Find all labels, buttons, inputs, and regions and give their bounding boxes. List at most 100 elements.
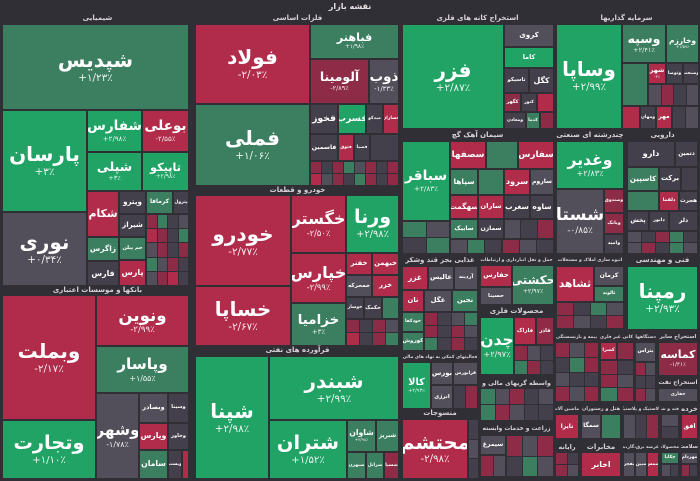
stock-tile[interactable] — [541, 113, 553, 128]
stock-tile-small[interactable] — [469, 439, 478, 459]
stock-tile[interactable]: وامید — [605, 235, 623, 253]
stock-tile-small[interactable] — [686, 107, 698, 128]
stock-tile-small[interactable] — [684, 243, 697, 253]
stock-tile[interactable]: وبملت -۲/۱۷٪ — [3, 296, 95, 419]
stock-tile[interactable]: کالا +۲/۹۳٪ — [403, 363, 430, 408]
stock-tile[interactable]: شستا -۰/۸۵٪ — [557, 190, 603, 253]
stock-tile-small[interactable] — [157, 271, 167, 285]
stock-tile-small[interactable] — [157, 243, 167, 257]
stock-tile-small[interactable] — [617, 374, 633, 388]
stock-tile[interactable]: نجین — [453, 291, 477, 311]
stock-tile[interactable]: ذوب -۱/۳۳٪ — [370, 60, 398, 103]
stock-tile[interactable]: وصندوق — [605, 190, 623, 212]
stock-tile-small[interactable] — [311, 174, 321, 185]
stock-tile[interactable]: وبصادر — [140, 394, 167, 422]
stock-tile[interactable]: شکام — [88, 192, 118, 236]
stock-tile-small[interactable] — [438, 313, 451, 325]
stock-tile-small[interactable] — [617, 388, 633, 401]
stock-tile[interactable]: سمازن — [479, 220, 503, 238]
stock-tile[interactable]: وخاور — [169, 424, 188, 449]
stock-tile-small[interactable] — [347, 320, 359, 332]
stock-tile[interactable]: شسپا — [385, 453, 398, 478]
stock-tile-small[interactable] — [590, 303, 607, 315]
stock-tile-small[interactable] — [347, 333, 359, 345]
stock-tile-small[interactable] — [366, 174, 376, 185]
stock-tile-small[interactable] — [515, 346, 527, 360]
stock-tile[interactable]: ثشاهد — [557, 267, 593, 301]
stock-tile-small[interactable] — [168, 215, 178, 229]
stock-tile-small[interactable] — [556, 453, 567, 464]
stock-tile-small[interactable] — [322, 162, 332, 173]
stock-tile[interactable]: شپنا +۲/۹۸٪ — [196, 357, 268, 478]
stock-tile-small[interactable] — [584, 372, 598, 387]
stock-tile[interactable]: وپترو — [120, 192, 145, 213]
stock-tile[interactable]: کماسه -۱/۳۱٪ — [659, 343, 697, 375]
stock-tile-small[interactable] — [147, 271, 157, 285]
stock-tile[interactable]: برکت — [660, 168, 680, 190]
stock-tile-small[interactable] — [617, 361, 633, 374]
stock-tile-small[interactable] — [635, 415, 647, 438]
stock-tile-small[interactable] — [147, 229, 157, 243]
stock-tile-small[interactable] — [539, 405, 553, 420]
stock-tile-small[interactable] — [656, 243, 669, 253]
stock-tile-small[interactable] — [537, 220, 553, 238]
stock-tile-small[interactable] — [485, 240, 502, 253]
stock-tile-small[interactable] — [426, 238, 449, 253]
stock-tile-small[interactable] — [601, 374, 617, 388]
stock-tile[interactable]: پترول — [174, 192, 188, 213]
stock-tile[interactable]: ونوین -۲/۹۹٪ — [97, 296, 188, 345]
stock-tile-small[interactable] — [557, 316, 573, 328]
stock-tile[interactable]: کسرا — [601, 343, 616, 359]
stock-tile-small[interactable] — [646, 363, 655, 375]
stock-tile-small[interactable] — [438, 338, 451, 350]
stock-tile-small[interactable] — [311, 162, 321, 173]
stock-tile-small[interactable] — [528, 360, 540, 374]
stock-tile-small[interactable] — [168, 243, 178, 257]
stock-tile-small[interactable] — [469, 459, 478, 478]
stock-tile-small[interactable] — [601, 361, 617, 374]
stock-tile-small[interactable] — [178, 271, 188, 285]
stock-tile[interactable]: فباهنر +۱/۹۸٪ — [311, 25, 398, 58]
stock-tile[interactable]: فخوز — [311, 105, 337, 133]
stock-tile-small[interactable] — [178, 243, 188, 257]
stock-tile[interactable]: شمس — [648, 453, 658, 476]
stock-tile[interactable] — [538, 94, 553, 111]
stock-tile-small[interactable] — [386, 333, 398, 345]
stock-tile[interactable]: وپست — [169, 451, 181, 478]
stock-tile-small[interactable] — [636, 389, 645, 401]
stock-tile[interactable]: پارسان +۳٪ — [3, 111, 86, 211]
stock-tile-small[interactable] — [684, 232, 697, 242]
stock-tile-small[interactable] — [469, 420, 478, 439]
stock-tile[interactable]: بوعلی -۲/۵۵٪ — [143, 111, 188, 151]
stock-tile[interactable]: وساپا +۲/۹۹٪ — [557, 25, 621, 128]
stock-tile[interactable]: اخابر — [582, 453, 620, 476]
stock-tile-small[interactable] — [536, 240, 553, 253]
stock-tile[interactable] — [628, 192, 658, 210]
stock-tile[interactable]: فرابورس — [454, 363, 477, 384]
stock-tile-small[interactable] — [333, 162, 343, 173]
stock-tile-small[interactable] — [646, 376, 655, 388]
stock-tile-small[interactable] — [438, 325, 451, 338]
stock-tile-small[interactable] — [481, 456, 493, 476]
stock-tile[interactable]: حسینا — [481, 288, 511, 304]
stock-tile[interactable]: خمحرکه — [347, 276, 371, 296]
stock-tile-small[interactable] — [670, 465, 678, 476]
stock-tile-small[interactable] — [524, 405, 539, 420]
stock-tile-small[interactable] — [670, 232, 683, 242]
stock-tile-small[interactable] — [649, 85, 661, 105]
stock-tile-small[interactable] — [573, 316, 590, 328]
stock-tile-small[interactable] — [386, 320, 398, 332]
stock-tile-small[interactable] — [528, 346, 540, 360]
stock-tile-small[interactable] — [522, 436, 538, 456]
stock-tile[interactable]: آلومینا -۲/۸۹٪ — [311, 60, 368, 103]
stock-tile[interactable]: فاراک — [515, 318, 535, 344]
stock-tile[interactable]: وتجارت +۱/۱۰٪ — [3, 421, 95, 478]
stock-tile-small[interactable] — [656, 232, 669, 242]
stock-tile-small[interactable] — [556, 357, 570, 372]
stock-tile[interactable]: غزر — [403, 267, 427, 289]
stock-tile-small[interactable] — [515, 360, 527, 374]
stock-tile-small[interactable] — [377, 174, 387, 185]
stock-tile-small[interactable] — [147, 257, 157, 271]
stock-tile[interactable]: مهردام — [682, 453, 697, 463]
stock-tile[interactable]: کروی — [505, 25, 553, 46]
